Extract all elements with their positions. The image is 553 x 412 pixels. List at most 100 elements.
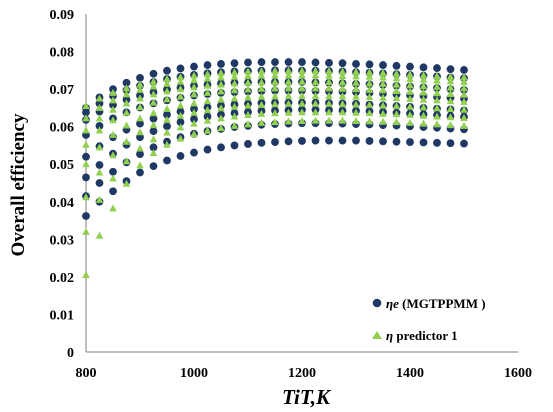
predictor-point — [352, 108, 360, 116]
predictor-point — [298, 117, 306, 125]
predictor-point — [446, 121, 455, 129]
predictor-point — [95, 168, 104, 176]
efficiency-point — [365, 60, 374, 69]
predictor-point — [392, 102, 401, 110]
predictor-point — [419, 119, 428, 127]
predictor-point — [271, 84, 279, 92]
y-tick-label: 0.06 — [50, 121, 75, 136]
predictor-point — [230, 94, 239, 102]
predictor-point — [325, 67, 333, 75]
efficiency-point — [311, 58, 320, 67]
predictor-point — [392, 118, 401, 126]
predictor-point — [203, 106, 212, 114]
legend-label-eta-predictor-text: predictor 1 — [393, 328, 458, 343]
predictor-point — [392, 80, 401, 88]
predictor-point — [203, 126, 212, 134]
predictor-point — [136, 103, 144, 111]
x-tick-label: 1600 — [504, 366, 532, 381]
y-tick-label: 0.02 — [50, 271, 75, 286]
predictor-point — [82, 140, 90, 148]
predictor-point — [365, 92, 374, 100]
y-tick-labels: 0 0.01 0.02 0.03 0.04 0.05 0.06 0.07 0.08 0.09 — [50, 8, 75, 361]
predictor-point — [149, 135, 158, 143]
predictor-point — [217, 68, 225, 76]
predictor-point — [217, 114, 225, 122]
efficiency-point — [230, 141, 239, 150]
predictor-point — [325, 91, 333, 99]
predictor-point — [176, 73, 185, 81]
predictor-point — [176, 134, 185, 142]
efficiency-point — [419, 138, 428, 147]
predictor-point — [122, 121, 131, 129]
predictor-point — [95, 195, 104, 203]
predictor-point — [122, 179, 131, 187]
predictor-point — [406, 102, 414, 110]
x-tick-label: 1400 — [396, 366, 424, 381]
predictor-point — [325, 71, 333, 79]
efficiency-point — [271, 58, 279, 66]
predictor-point — [338, 116, 347, 124]
predictor-point — [109, 96, 117, 104]
predictor-point — [190, 71, 198, 79]
efficiency-point — [149, 162, 158, 171]
predictor-point — [284, 99, 293, 107]
predictor-point — [311, 84, 320, 92]
predictor-point — [190, 108, 198, 116]
legend-entry-eta-predictor: η predictor 1 — [372, 328, 458, 343]
predictor-point — [352, 92, 360, 100]
predictor-point — [271, 77, 279, 85]
efficiency-point — [257, 138, 266, 147]
predictor-point — [190, 83, 198, 91]
predictor-point — [217, 80, 225, 88]
predictor-point — [109, 88, 117, 96]
predictor-point — [446, 89, 455, 97]
predictor-point — [122, 90, 131, 98]
data-points — [82, 58, 468, 279]
predictor-point — [244, 67, 252, 75]
efficiency-point — [446, 139, 455, 148]
efficiency-point — [136, 168, 144, 177]
predictor-point — [446, 97, 455, 105]
predictor-point — [257, 92, 266, 100]
predictor-point — [379, 79, 387, 87]
predictor-point — [433, 82, 441, 90]
predictor-point — [136, 94, 144, 102]
efficiency-point — [244, 140, 252, 148]
predictor-point — [352, 67, 360, 75]
predictor-point — [176, 92, 185, 100]
predictor-point — [95, 103, 104, 111]
predictor-point — [217, 104, 225, 112]
legend-label-etae-symbol: ηe — [386, 296, 399, 311]
predictor-point — [311, 91, 320, 99]
predictor-point — [433, 112, 441, 120]
efficiency-point — [203, 112, 212, 121]
predictor-point — [433, 104, 441, 112]
efficiency-point — [365, 137, 374, 145]
predictor-point — [392, 74, 401, 82]
efficiency-point — [190, 115, 198, 124]
predictor-point — [365, 79, 374, 87]
predictor-point — [203, 70, 212, 78]
predictor-point — [136, 114, 144, 122]
efficiency-point — [433, 64, 441, 72]
predictor-point — [149, 77, 158, 85]
predictor-point — [230, 102, 239, 110]
predictor-point — [109, 204, 117, 212]
predictor-point — [379, 86, 387, 94]
efficiency-point — [244, 58, 252, 67]
predictor-point — [203, 74, 212, 82]
predictor-point — [271, 92, 279, 100]
predictor-point — [338, 67, 347, 75]
predictor-point — [460, 121, 468, 129]
efficiency-point — [176, 64, 185, 73]
y-tick-label: 0.09 — [50, 8, 75, 23]
predictor-point — [163, 115, 171, 123]
predictor-point — [446, 113, 455, 121]
predictor-point — [325, 77, 333, 85]
predictor-point — [365, 72, 374, 80]
predictor-point — [433, 71, 441, 79]
predictor-point — [203, 116, 212, 124]
x-tick-label: 1200 — [288, 366, 316, 381]
predictor-point — [176, 101, 185, 109]
predictor-point — [136, 80, 144, 88]
